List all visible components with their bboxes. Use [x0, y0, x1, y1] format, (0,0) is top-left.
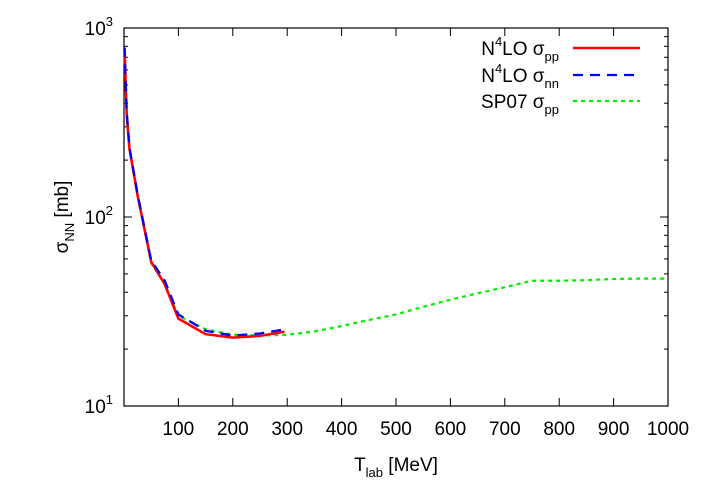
legend-label-subscript: pp [545, 49, 559, 64]
series-layer [123, 47, 668, 339]
y-axis-label-rest: [mb] [52, 181, 73, 223]
x-tick-label: 500 [380, 419, 412, 440]
y-axis-label-main: σ [52, 241, 73, 253]
legend-label-part: N [481, 66, 495, 87]
y-tick-label-base: 10 [85, 208, 106, 229]
x-tick-label: 200 [217, 419, 249, 440]
y-tick-label-exponent: 1 [106, 392, 113, 407]
legend-label-part: SP07 σ [481, 92, 545, 113]
x-tick-label: 600 [435, 419, 467, 440]
series-line-3 [123, 48, 668, 337]
y-axis-label: σNN [mb] [52, 181, 77, 254]
x-axis-label-rest: [MeV] [383, 455, 438, 476]
legend-entry-label: N4LO σnn [481, 61, 559, 91]
x-tick-label: 900 [598, 419, 630, 440]
x-tick-label: 1000 [647, 419, 689, 440]
y-tick-label: 103 [85, 14, 113, 40]
legend-entry-label: N4LO σpp [481, 34, 559, 64]
x-axis-label-main: T [354, 455, 366, 476]
legend-label-part: N [481, 39, 495, 60]
legend-label-superscript: 4 [495, 34, 502, 49]
plot-frame-layer [123, 27, 669, 407]
x-tick-label: 800 [543, 419, 575, 440]
y-tick-label-exponent: 3 [106, 14, 113, 29]
y-tick-label-base: 10 [85, 397, 106, 418]
y-tick-label: 102 [85, 203, 113, 229]
legend-label-superscript: 4 [495, 61, 502, 76]
x-axis-label-subscript: lab [366, 465, 383, 480]
series-line-2 [123, 47, 282, 337]
x-tick-label: 300 [271, 419, 303, 440]
series-line-1 [123, 48, 285, 339]
x-tick-label: 100 [163, 419, 195, 440]
legend-label-subscript: nn [545, 76, 559, 91]
legend-entry-label: SP07 σpp [481, 92, 559, 117]
x-tick-label: 700 [489, 419, 521, 440]
legend-label-part: LO σ [502, 66, 545, 87]
legend-label-part: LO σ [502, 39, 545, 60]
y-tick-label-exponent: 2 [106, 203, 113, 218]
y-tick-label: 101 [85, 392, 113, 418]
x-axis-label: Tlab [MeV] [354, 455, 438, 480]
plot-frame [123, 27, 669, 407]
y-axis-label-subscript: NN [62, 223, 77, 242]
y-tick-label-base: 10 [85, 19, 106, 40]
legend-label-subscript: pp [545, 102, 559, 117]
axis-labels-layer: Tlab [MeV] σNN [mb] [52, 181, 438, 480]
x-tick-label: 400 [326, 419, 358, 440]
